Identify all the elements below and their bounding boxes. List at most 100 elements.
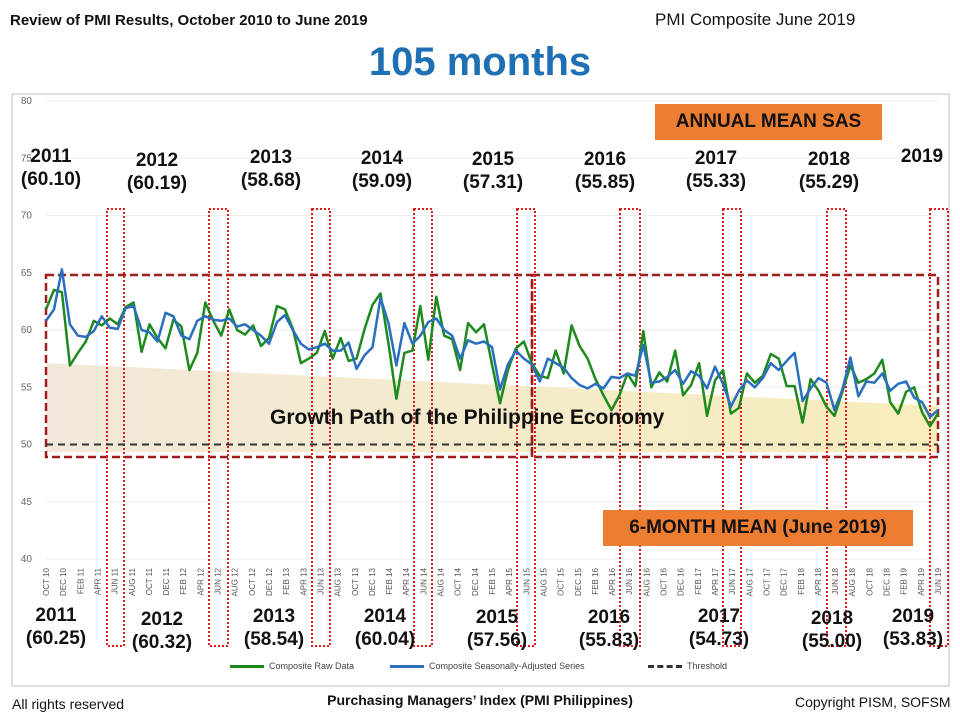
x-tick-label: JUN 15 <box>522 567 531 594</box>
x-tick-label: FEB 16 <box>591 567 600 594</box>
annual-label-2013: 2013 (58.68) <box>240 147 302 191</box>
x-tick-label: JUN 12 <box>214 567 223 594</box>
x-tick-label: OCT 16 <box>660 567 669 595</box>
x-tick-label: JUN 11 <box>111 567 120 594</box>
x-tick-label: OCT 12 <box>248 567 257 595</box>
six-month-marker <box>311 208 331 647</box>
x-tick-label: APR 12 <box>196 567 205 595</box>
x-tick-label: FEB 11 <box>76 567 85 594</box>
annual-label-2011: 2011 (60.10) <box>20 146 82 190</box>
x-tick-label: FEB 15 <box>488 567 497 594</box>
x-tick-label: JUN 14 <box>419 567 428 594</box>
x-tick-label: FEB 14 <box>385 567 394 594</box>
x-tick-label: AUG 16 <box>642 567 651 596</box>
x-tick-label: DEC 15 <box>574 567 583 596</box>
x-tick-label: AUG 15 <box>539 567 548 596</box>
x-tick-label: OCT 14 <box>454 567 463 595</box>
x-tick-label: APR 11 <box>93 567 102 595</box>
annual-label-2016: 2016 (55.85) <box>574 149 636 193</box>
legend-sa: Composite Seasonally-Adjusted Series <box>390 661 585 671</box>
x-tick-label: AUG 17 <box>745 567 754 596</box>
footer-copyright: Copyright PISM, SOFSM <box>795 694 951 710</box>
x-tick-label: APR 16 <box>608 567 617 595</box>
x-tick-label: AUG 14 <box>437 567 446 596</box>
annual-mean-box: ANNUAL MEAN SAS <box>655 104 882 140</box>
months-count: 105 months <box>368 40 592 84</box>
x-tick-label: DEC 11 <box>162 567 171 595</box>
legend-threshold: Threshold <box>648 661 727 671</box>
annual-label-2012: 2012 (60.19) <box>126 150 188 194</box>
legend-raw: Composite Raw Data <box>230 661 354 671</box>
six-month-marker <box>106 208 125 647</box>
x-tick-label: APR 17 <box>711 567 720 595</box>
x-tick-label: APR 14 <box>402 567 411 595</box>
annual-label-2018: 2018 (55.29) <box>798 149 860 193</box>
six-month-marker <box>722 208 742 647</box>
six-month-label-2018: 2018 (55.00) <box>801 608 863 652</box>
y-tick-label: 40 <box>21 554 33 565</box>
y-tick-label: 80 <box>21 96 33 107</box>
x-tick-label: FEB 18 <box>797 567 806 594</box>
y-tick-label: 70 <box>21 211 33 222</box>
annual-label-2019: 2019 <box>900 146 944 167</box>
x-tick-label: OCT 13 <box>351 567 360 595</box>
annual-label-2014: 2014 (59.09) <box>351 148 413 192</box>
six-month-label-2019: 2019 (53.83) <box>882 606 944 650</box>
six-month-label-2014: 2014 (60.04) <box>354 606 416 650</box>
six-month-label-2011: 2011 (60.25) <box>25 605 87 649</box>
six-month-mean-box: 6-MONTH MEAN (June 2019) <box>603 510 913 546</box>
x-tick-label: DEC 18 <box>883 567 892 596</box>
six-month-marker <box>929 208 949 647</box>
footer-center-title: Purchasing Managers’ Index (PMI Philippi… <box>327 692 633 708</box>
y-tick-label: 50 <box>21 440 33 451</box>
x-tick-label: FEB 19 <box>900 567 909 594</box>
x-tick-label: FEB 12 <box>179 567 188 594</box>
x-tick-label: AUG 18 <box>848 567 857 596</box>
x-tick-label: DEC 13 <box>368 567 377 596</box>
x-tick-label: DEC 17 <box>780 567 789 596</box>
six-month-marker <box>619 208 641 647</box>
x-tick-label: APR 19 <box>917 567 926 595</box>
x-tick-label: FEB 13 <box>282 567 291 594</box>
plot-frame <box>11 93 950 687</box>
y-tick-label: 65 <box>21 268 33 279</box>
y-tick-label: 75 <box>21 153 33 164</box>
growth-path-area <box>46 363 938 452</box>
six-month-label-2017: 2017 (54.73) <box>688 606 750 650</box>
y-tick-label: 45 <box>21 497 33 508</box>
x-tick-label: JUN 17 <box>728 567 737 594</box>
x-tick-label: OCT 11 <box>145 567 154 595</box>
x-tick-label: DEC 14 <box>471 567 480 596</box>
y-tick-label: 55 <box>21 382 33 393</box>
chart-title: Review of PMI Results, October 2010 to J… <box>10 12 368 29</box>
x-tick-label: OCT 17 <box>762 567 771 595</box>
x-tick-label: FEB 17 <box>694 567 703 594</box>
x-tick-label: APR 15 <box>505 567 514 595</box>
x-tick-label: APR 18 <box>814 567 823 595</box>
x-tick-label: DEC 12 <box>265 567 274 596</box>
chart-subtitle: PMI Composite June 2019 <box>655 10 856 29</box>
six-month-marker <box>208 208 229 647</box>
x-tick-label: OCT 10 <box>42 567 51 595</box>
six-month-marker <box>516 208 536 647</box>
x-tick-label: APR 13 <box>299 567 308 595</box>
x-tick-label: JUN 16 <box>625 567 634 594</box>
six-month-marker <box>826 208 847 647</box>
series-line <box>44 288 940 428</box>
chart-legend: Composite Raw Data Composite Seasonally-… <box>230 661 790 675</box>
x-tick-label: AUG 13 <box>334 567 343 596</box>
six-month-label-2016: 2016 (55.83) <box>578 607 640 651</box>
x-tick-label: JUN 18 <box>831 567 840 594</box>
x-tick-label: DEC 10 <box>59 567 68 596</box>
growth-path-label: Growth Path of the Philippine Economy <box>270 406 665 429</box>
y-tick-label: 60 <box>21 325 33 336</box>
six-month-marker <box>413 208 433 647</box>
x-tick-label: AUG 12 <box>231 567 240 596</box>
series-line <box>44 268 939 419</box>
footer-rights: All rights reserved <box>12 696 125 712</box>
six-month-label-2015: 2015 (57.56) <box>466 607 528 651</box>
x-tick-label: JUN 13 <box>316 567 325 594</box>
x-tick-label: JUN 19 <box>934 567 943 594</box>
x-tick-label: AUG 11 <box>128 567 137 595</box>
